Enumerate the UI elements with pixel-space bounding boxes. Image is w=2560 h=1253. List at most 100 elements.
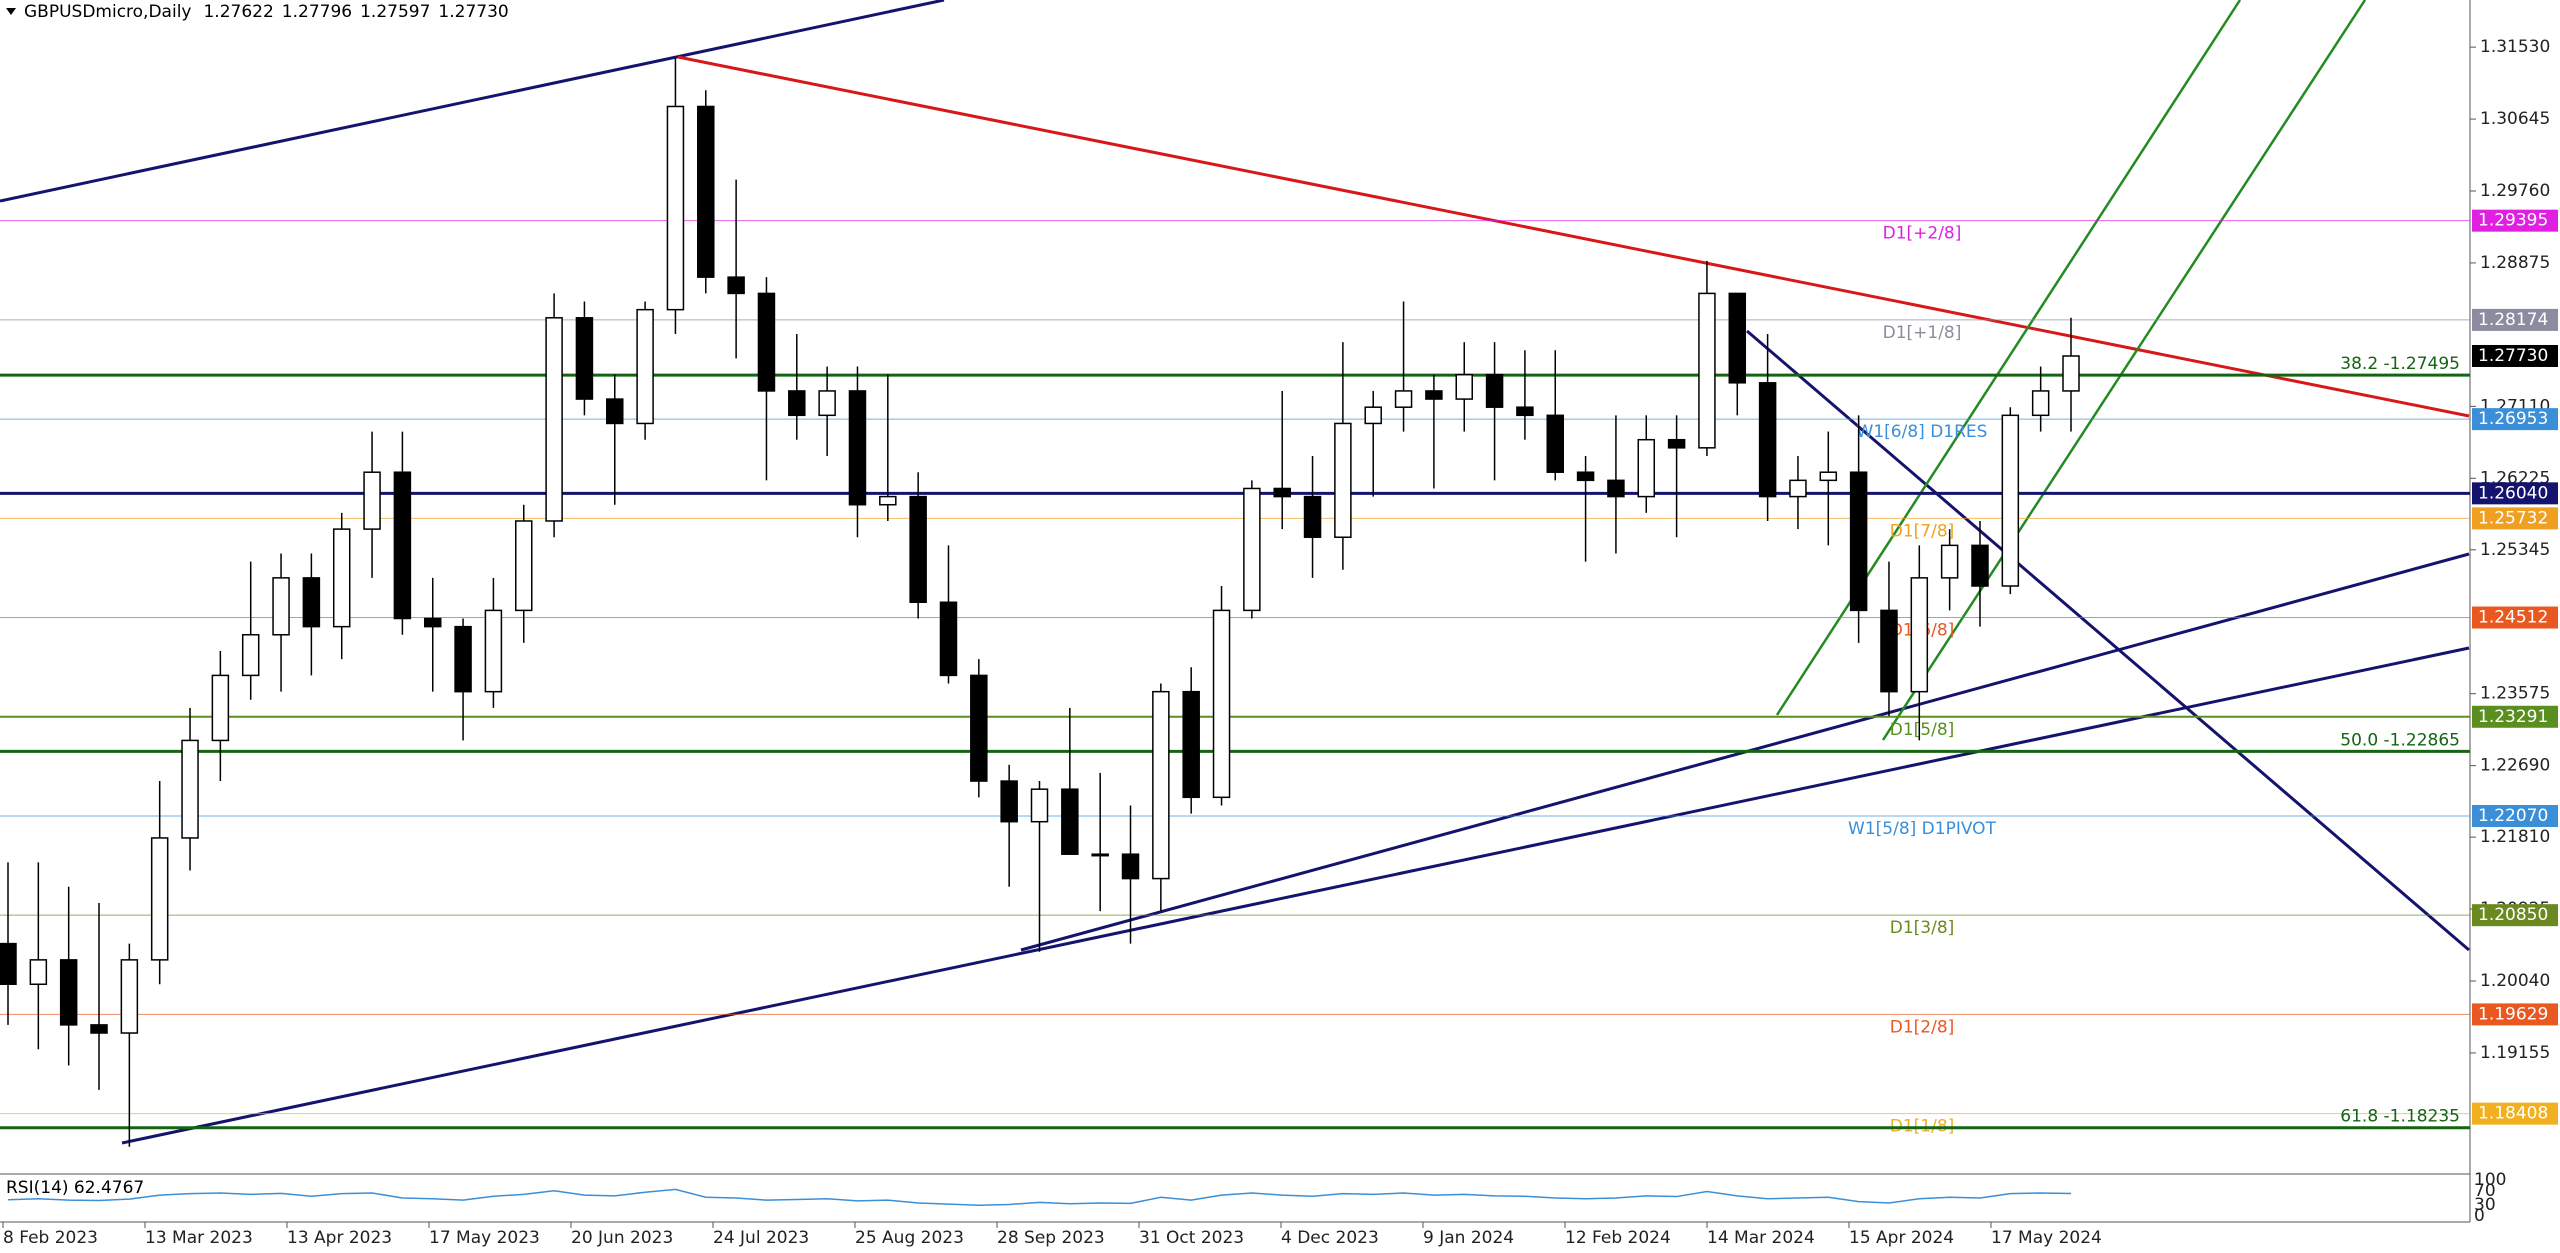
candle-body [332, 528, 351, 628]
candle-body [1243, 487, 1261, 612]
candle-body [1971, 544, 1989, 587]
candle-body [211, 674, 230, 742]
level-price-box [2472, 904, 2558, 927]
high-price: 1.27796 [282, 2, 352, 22]
level-price-label: 1.26040 [2478, 483, 2548, 503]
candle-body [1425, 390, 1443, 400]
candle-body [1121, 853, 1140, 880]
level-name: 61.8 -1.18235 [2340, 1107, 2460, 1127]
symbol: GBPUSDmicro,Daily [24, 2, 191, 22]
candle-body [879, 495, 897, 506]
candle-body [939, 601, 958, 677]
trendline [121, 646, 2470, 1145]
candle-body [1637, 438, 1656, 498]
candle-body [1303, 495, 1322, 538]
y-tick-label: 1.29760 [2480, 181, 2550, 201]
candle-body [1485, 373, 1504, 408]
x-tick-label: 20 Jun 2023 [571, 1228, 673, 1248]
x-tick-label: 13 Apr 2023 [287, 1228, 392, 1248]
candle-body [970, 674, 988, 782]
candle-body [1940, 544, 1959, 579]
level-price-box [2472, 344, 2558, 367]
rsi-tick-label: 70 [2474, 1181, 2496, 1201]
x-tick-label: 17 May 2023 [429, 1228, 540, 1248]
level-name: D1[2/8] [1890, 1017, 1955, 1037]
x-tick-label: 31 Oct 2023 [1139, 1228, 1244, 1248]
level-price-box [2472, 408, 2558, 431]
x-tick-label: 12 Feb 2024 [1565, 1228, 1671, 1248]
candle-body [2031, 390, 2050, 417]
candle-body [1789, 479, 1807, 498]
chart-header: GBPUSDmicro,Daily 1.27622 1.27796 1.27597 1.… [24, 2, 509, 22]
candle-body [1516, 406, 1534, 417]
candle-body [1152, 690, 1170, 880]
level-price-label: 1.22070 [2478, 806, 2548, 826]
candle-body [29, 959, 48, 986]
candle-body [666, 105, 685, 311]
candle-body [1030, 788, 1049, 823]
level-price-label: 1.29395 [2478, 211, 2548, 231]
x-tick-label: 13 Mar 2023 [145, 1228, 253, 1248]
y-tick-label: 1.31530 [2480, 37, 2550, 57]
candle-body [0, 942, 17, 986]
candle-body [1455, 373, 1473, 400]
x-tick-label: 24 Jul 2023 [713, 1228, 809, 1248]
level-price-box [2472, 482, 2558, 505]
close-price: 1.27730 [438, 2, 508, 22]
candle-body [1394, 390, 1413, 408]
y-tick-label: 1.28875 [2480, 253, 2550, 273]
menu-triangle[interactable] [6, 8, 16, 15]
level-price-label: 1.24512 [2478, 608, 2548, 628]
level-price-box [2472, 1003, 2558, 1026]
x-tick-label: 8 Feb 2023 [3, 1228, 98, 1248]
candle-body [788, 390, 806, 417]
candle-body [150, 837, 169, 961]
candle-body [423, 617, 442, 628]
candle-body [302, 577, 321, 628]
y-tick-label: 1.19155 [2480, 1043, 2550, 1063]
candle-body [1758, 382, 1777, 498]
x-tick-label: 15 Apr 2024 [1849, 1228, 1954, 1248]
candle-body [393, 471, 412, 620]
trendline [1746, 329, 2470, 952]
y-tick-label: 1.21810 [2480, 827, 2550, 847]
y-tick-label: 1.23575 [2480, 684, 2550, 704]
candle-body [454, 625, 472, 693]
level-name: W1[6/8] D1RES [1857, 422, 1988, 442]
candle-body [1576, 471, 1595, 482]
candle-body [1000, 780, 1018, 823]
x-tick-label: 9 Jan 2024 [1423, 1228, 1514, 1248]
candle-body [575, 317, 594, 400]
candle-body [848, 390, 867, 506]
trendline [677, 55, 2470, 418]
level-price-label: 1.26953 [2478, 409, 2548, 429]
level-name: D1[+2/8] [1883, 224, 1962, 244]
candle-body [545, 317, 563, 522]
candle-body [818, 390, 836, 417]
y-tick-label: 1.30645 [2480, 109, 2550, 129]
candle-body [1849, 471, 1868, 612]
rsi-tick-label: 0 [2474, 1206, 2485, 1226]
candle-body [515, 520, 533, 612]
candle-body [241, 634, 260, 677]
level-price-label: 1.25732 [2478, 508, 2548, 528]
candle-body [727, 276, 745, 295]
candle-body [1607, 479, 1625, 498]
level-name: D1[3/8] [1890, 918, 1955, 938]
level-price-box [2472, 705, 2558, 728]
channel-line [1881, 0, 2367, 741]
candle-body [272, 577, 290, 636]
candle-body [1880, 609, 1898, 693]
candle-body [909, 495, 927, 604]
level-name: 50.0 -1.22865 [2340, 730, 2460, 750]
candle-body [1698, 292, 1716, 449]
x-tick-label: 4 Dec 2023 [1281, 1228, 1379, 1248]
candle-body [636, 308, 654, 425]
x-tick-label: 14 Mar 2024 [1707, 1228, 1815, 1248]
level-name: D1[7/8] [1890, 521, 1955, 541]
x-tick-label: 25 Aug 2023 [855, 1228, 964, 1248]
candle-body [120, 959, 139, 1034]
level-price-box [2472, 805, 2558, 828]
